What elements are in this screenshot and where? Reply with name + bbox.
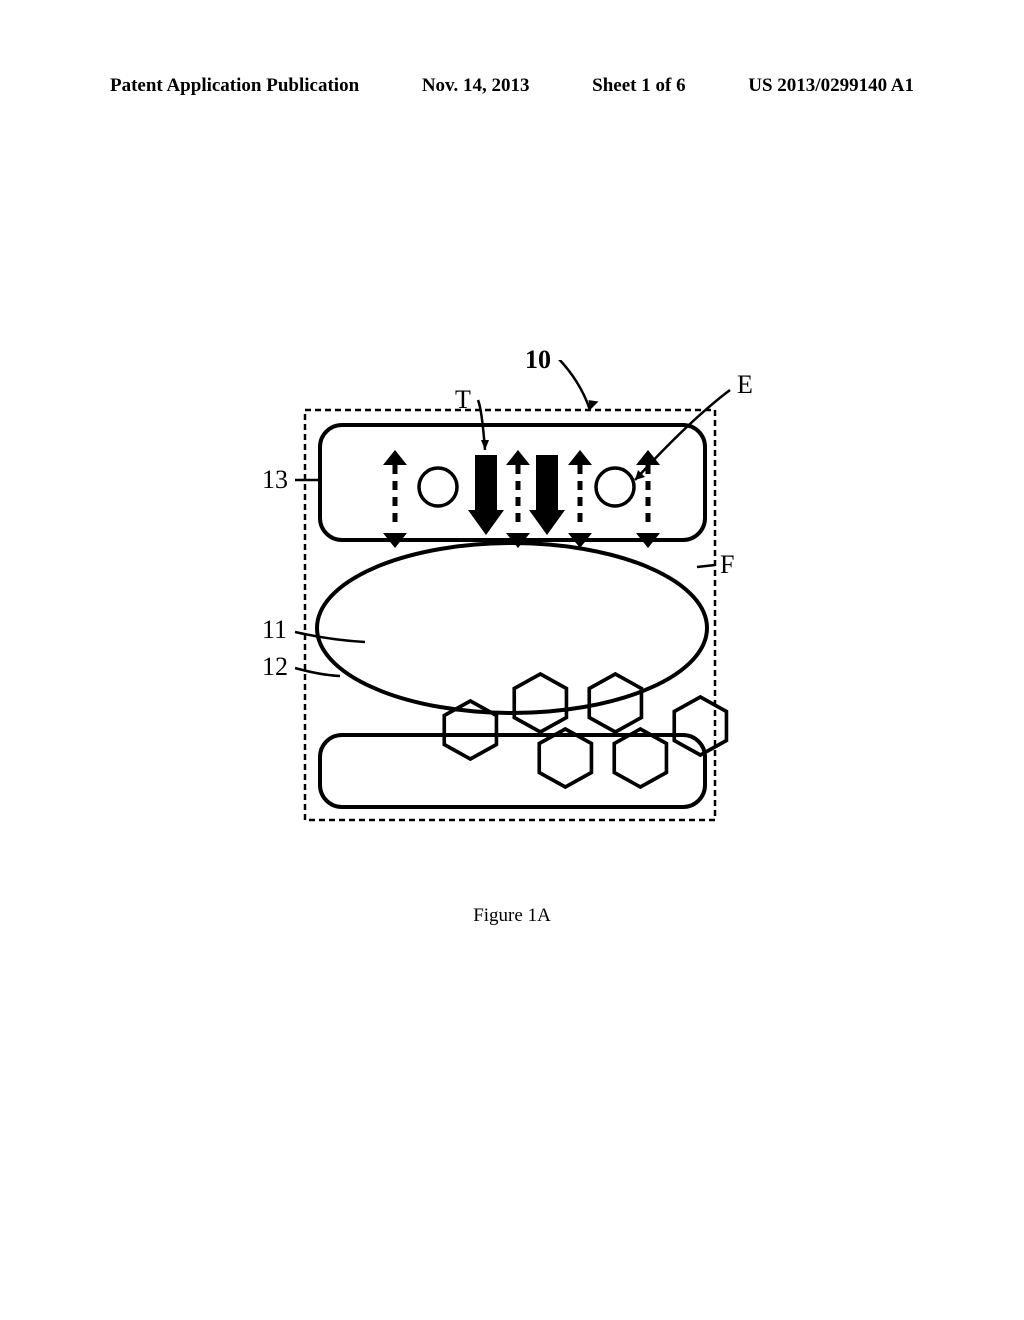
patent-diagram [220,360,760,870]
bottom-rect [320,735,705,807]
circle-left [419,468,457,506]
hexagon-5 [614,729,666,787]
page-header: Patent Application Publication Nov. 14, … [110,75,914,97]
boundary-E [305,410,715,820]
dashed-arrow-3 [568,450,592,548]
leader-12 [295,668,340,676]
dashed-arrow-1 [383,450,407,548]
leader-F [697,565,715,567]
dashed-arrow-2 [506,450,530,548]
solid-arrow-left [468,455,504,535]
publication-number: US 2013/0299140 A1 [748,75,914,97]
ellipse-12 [317,543,707,713]
publication-type: Patent Application Publication [110,75,359,97]
sheet-info: Sheet 1 of 6 [592,75,685,97]
figure-caption: Figure 1A [473,905,551,927]
hexagon-2 [514,674,566,732]
leader-10 [555,360,590,410]
hexagon-3 [539,729,591,787]
hexagons-group [444,674,726,787]
circle-right [596,468,634,506]
diagram-container: 10 T E F 11 12 13 [220,360,760,870]
publication-date: Nov. 14, 2013 [422,75,530,97]
solid-arrow-right [529,455,565,535]
